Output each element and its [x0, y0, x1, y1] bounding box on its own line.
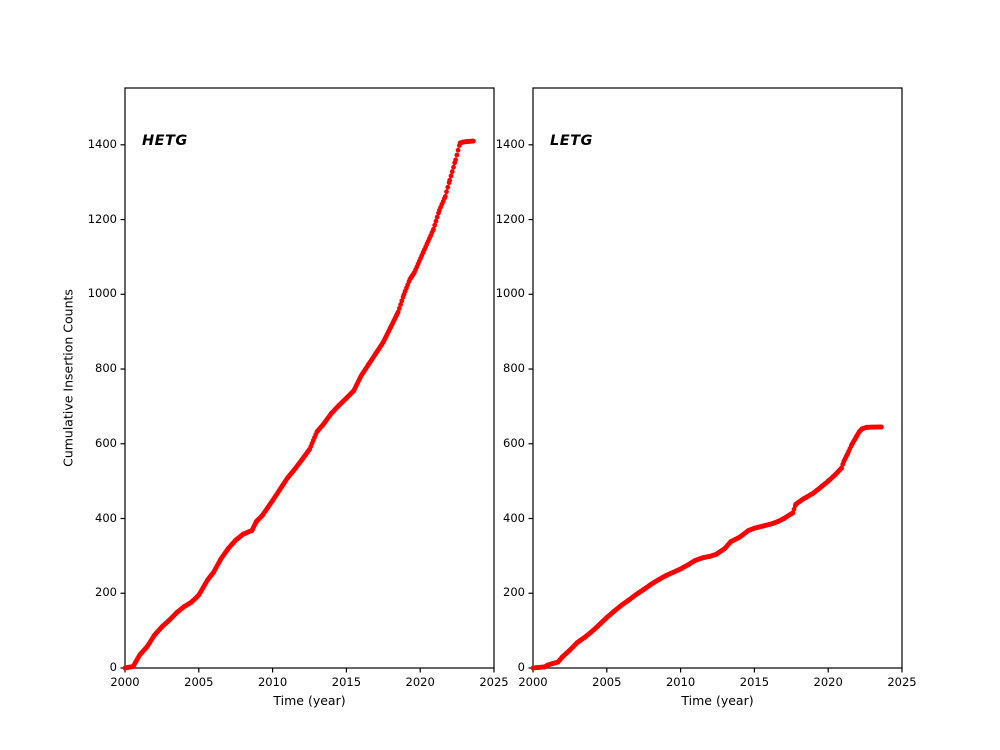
y-tick-label: 1400 — [495, 136, 525, 151]
scatter-point — [839, 465, 844, 471]
y-tick-label: 200 — [95, 585, 117, 600]
y-tick-label: 1000 — [87, 286, 117, 301]
x-tick-label: 2005 — [592, 675, 622, 689]
scatter-point — [449, 169, 455, 175]
y-tick-label: 800 — [95, 361, 117, 376]
panel-border — [124, 87, 495, 669]
y-tick-label: 1000 — [495, 286, 525, 301]
y-tick-label: 1200 — [495, 211, 525, 226]
scatter-point — [453, 157, 458, 163]
y-tick-label: 600 — [95, 435, 117, 450]
x-tick-label: 2025 — [479, 675, 509, 689]
scatter-point — [395, 309, 401, 315]
x-tick-label: 2000 — [518, 675, 548, 689]
x-axis-label-hetg: Time (year) — [273, 693, 346, 708]
scatter-series — [122, 138, 476, 671]
x-tick-label: 2025 — [887, 675, 917, 689]
scatter-point — [398, 302, 403, 307]
scatter-point — [790, 510, 796, 516]
y-tick-label: 200 — [503, 585, 525, 600]
y-tick-label: 1200 — [87, 211, 117, 226]
y-tick-label: 1400 — [87, 136, 117, 151]
scatter-point — [451, 164, 456, 170]
x-tick-label: 2000 — [110, 675, 140, 689]
y-tick-label: 800 — [503, 361, 525, 376]
scatter-point — [791, 506, 797, 512]
y-tick-label: 400 — [503, 510, 525, 525]
scatter-point — [433, 218, 439, 224]
x-tick-label: 2005 — [184, 675, 214, 689]
scatter-point — [434, 214, 440, 220]
y-tick-label: 0 — [517, 660, 525, 674]
scatter-point — [878, 424, 884, 430]
x-tick-label: 2010 — [257, 675, 288, 689]
x-axis-label-letg: Time (year) — [681, 693, 754, 708]
y-tick-label: 600 — [503, 435, 525, 450]
scatter-point — [455, 147, 461, 153]
x-tick-label: 2020 — [405, 675, 435, 689]
scatter-point — [432, 222, 438, 228]
x-tick-label: 2020 — [813, 675, 843, 689]
x-tick-label: 2010 — [665, 675, 696, 689]
scatter-point — [399, 298, 405, 304]
y-tick-label: 400 — [95, 510, 117, 525]
scatter-point — [431, 226, 436, 232]
scatter-point — [454, 152, 460, 158]
scatter-point — [445, 184, 451, 190]
scatter-point — [447, 177, 453, 183]
letg-panel-label: LETG — [550, 133, 593, 149]
panel-border — [532, 87, 903, 669]
scatter-point — [444, 189, 449, 195]
y-tick-label: 0 — [109, 660, 117, 674]
x-tick-label: 2015 — [739, 675, 770, 689]
scatter-point — [470, 138, 476, 144]
x-tick-label: 2015 — [331, 675, 362, 689]
hetg-panel-label: HETG — [142, 133, 188, 149]
scatter-point — [442, 194, 448, 199]
scatter-series — [530, 424, 884, 671]
scatter-point — [448, 173, 454, 179]
scatter-point — [396, 306, 402, 311]
